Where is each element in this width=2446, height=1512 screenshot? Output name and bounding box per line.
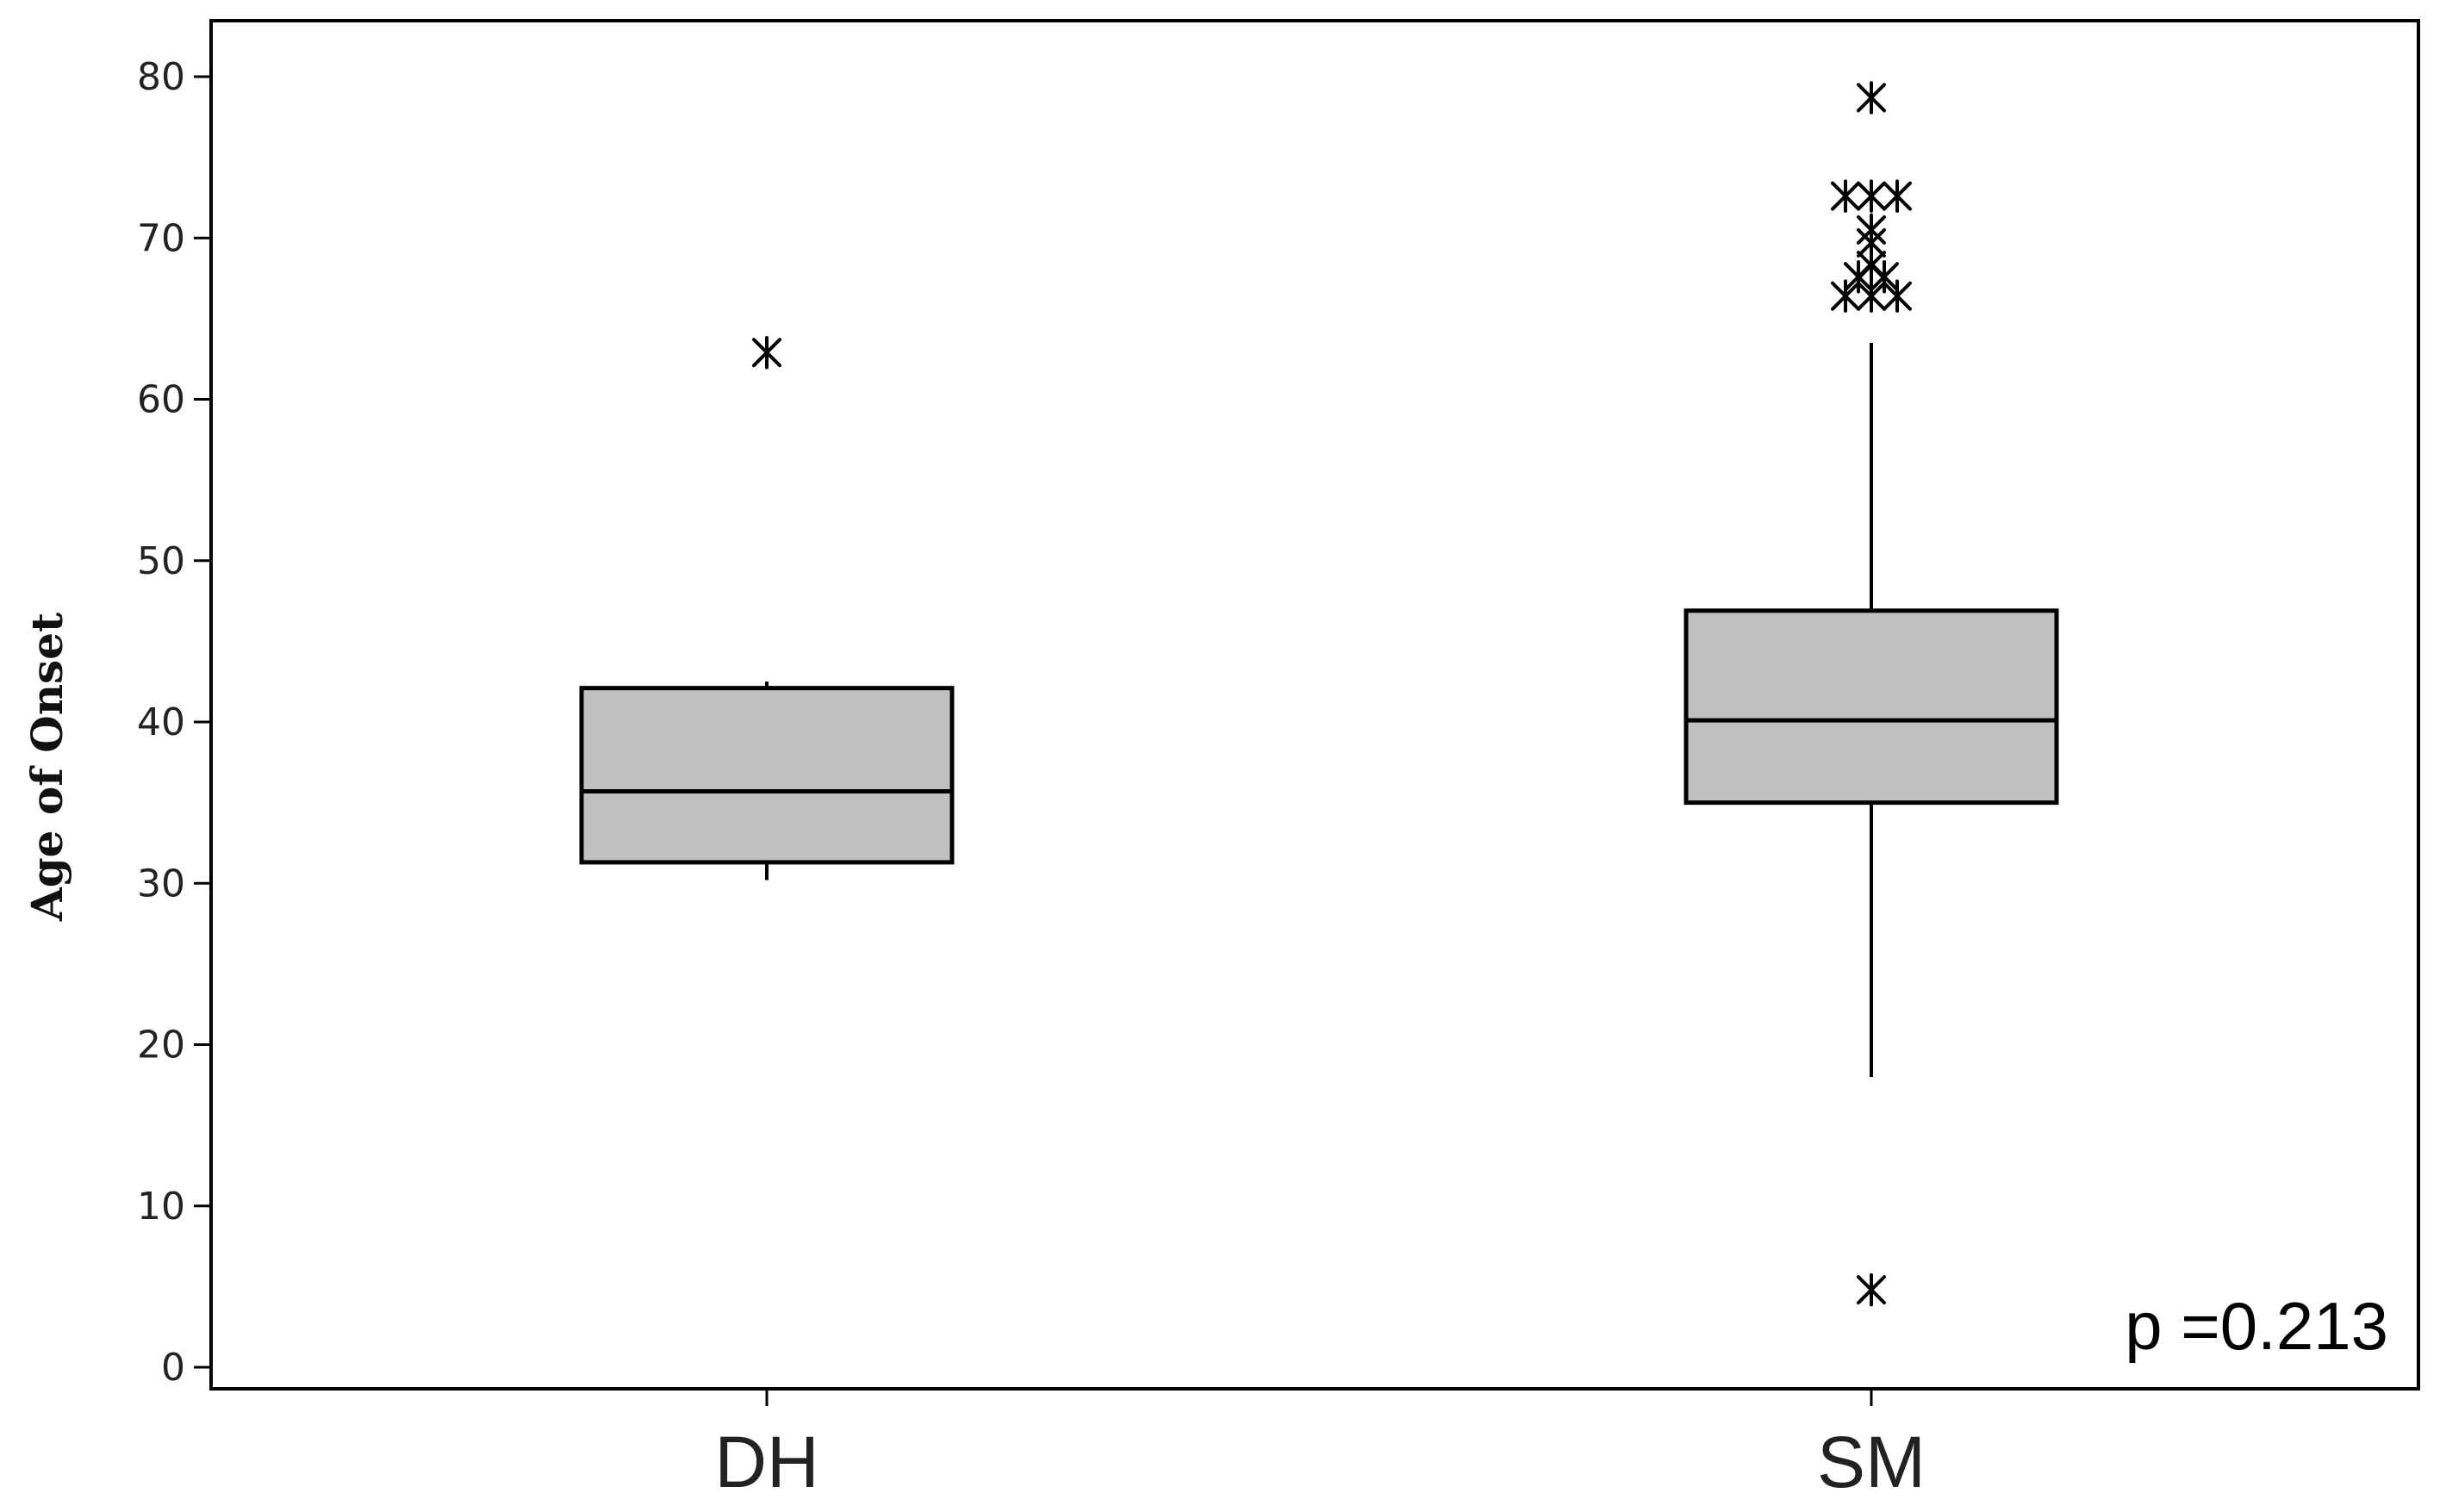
outlier-marker [1883,279,1912,313]
box-dh [579,681,955,880]
y-tick-label: 80 [137,55,185,99]
y-tick-label: 50 [137,539,185,583]
y-tick-label: 40 [137,700,185,744]
outlier-markers [752,81,1912,1307]
x-category-label-dh: DH [714,1422,818,1503]
outlier-marker [1831,179,1860,213]
y-tick-label: 60 [137,378,185,422]
x-axis: DH SM [714,1389,1926,1503]
plot-frame [209,19,2420,1391]
outlier-marker [1883,179,1912,213]
outlier-marker [1857,1272,1886,1307]
y-tick-label: 0 [161,1346,185,1390]
y-tick-label: 30 [137,862,185,905]
outlier-marker [1857,81,1886,115]
p-value-annotation: p =0.213 [2125,1288,2388,1364]
outlier-marker [1857,279,1886,313]
outlier-marker [1831,279,1860,313]
y-tick-label: 20 [137,1024,185,1067]
outlier-marker [1857,213,1886,247]
iqr-box [1684,608,2059,806]
iqr-box [579,686,955,865]
box-sm [1684,342,2059,1077]
y-tick-label: 70 [137,216,185,260]
box-series [579,342,2059,1077]
outlier-marker [1857,179,1886,213]
y-axis: 0 10 20 30 40 50 60 70 80 [137,55,211,1390]
y-axis-label: Age of Onset [22,613,72,922]
y-tick-label: 10 [137,1185,185,1229]
outlier-marker [752,335,781,370]
x-category-label-sm: SM [1817,1422,1926,1503]
